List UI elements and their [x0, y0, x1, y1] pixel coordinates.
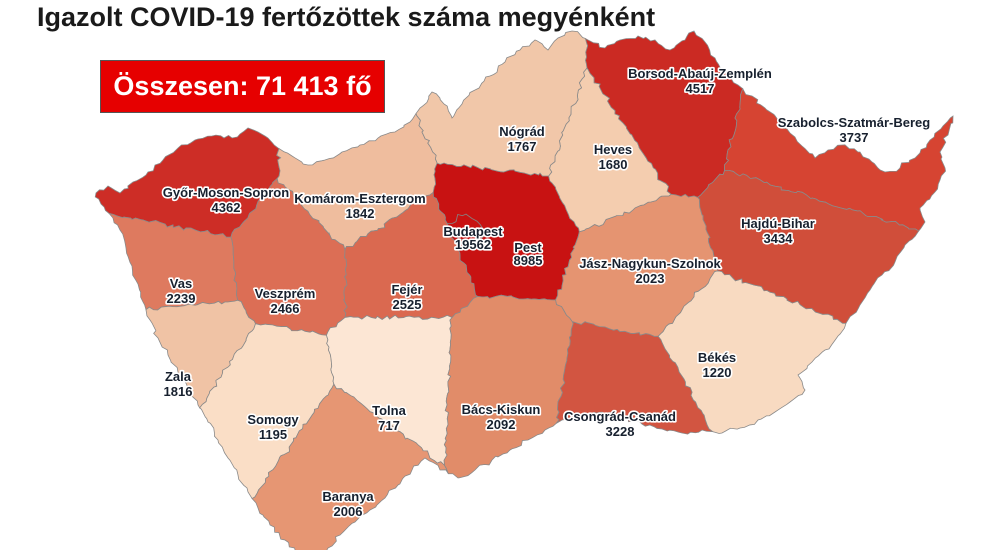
svg-text:1842: 1842	[346, 206, 375, 221]
svg-text:Veszprém: Veszprém	[255, 286, 316, 301]
svg-text:3228: 3228	[606, 424, 635, 439]
svg-text:1816: 1816	[164, 384, 193, 399]
svg-text:Győr-Moson-Sopron: Győr-Moson-Sopron	[163, 185, 289, 200]
svg-text:Szabolcs-Szatmár-Bereg: Szabolcs-Szatmár-Bereg	[778, 115, 930, 130]
svg-text:2023: 2023	[636, 271, 665, 286]
svg-text:2092: 2092	[487, 417, 516, 432]
svg-text:Komárom-Esztergom: Komárom-Esztergom	[294, 191, 425, 206]
svg-text:Baranya: Baranya	[322, 489, 374, 504]
svg-text:Bács-Kiskun: Bács-Kiskun	[462, 402, 541, 417]
svg-text:Zala: Zala	[165, 369, 192, 384]
svg-text:Hajdú-Bihar: Hajdú-Bihar	[741, 216, 815, 231]
svg-text:Békés: Békés	[698, 350, 736, 365]
svg-text:Fejér: Fejér	[391, 282, 422, 297]
svg-text:1195: 1195	[259, 427, 287, 442]
svg-text:Borsod-Abaúj-Zemplén: Borsod-Abaúj-Zemplén	[628, 66, 772, 81]
svg-text:2006: 2006	[334, 504, 363, 519]
svg-text:1220: 1220	[703, 365, 732, 380]
svg-text:8985: 8985	[514, 253, 543, 268]
svg-text:Somogy: Somogy	[247, 412, 299, 427]
svg-text:4362: 4362	[212, 200, 241, 215]
svg-text:2525: 2525	[393, 297, 422, 312]
svg-text:Heves: Heves	[594, 142, 632, 157]
svg-text:2239: 2239	[167, 291, 196, 306]
svg-text:Vas: Vas	[170, 276, 192, 291]
svg-text:3737: 3737	[840, 130, 869, 145]
svg-text:717: 717	[378, 418, 400, 433]
svg-text:19562: 19562	[455, 237, 491, 252]
svg-text:Jász-Nagykun-Szolnok: Jász-Nagykun-Szolnok	[579, 256, 721, 271]
svg-text:4517: 4517	[686, 81, 715, 96]
svg-text:1680: 1680	[599, 157, 628, 172]
svg-text:Tolna: Tolna	[372, 403, 406, 418]
svg-text:2466: 2466	[271, 301, 300, 316]
svg-text:1767: 1767	[508, 139, 537, 154]
svg-text:Nógrád: Nógrád	[499, 124, 545, 139]
svg-text:Csongrád-Csanád: Csongrád-Csanád	[564, 409, 676, 424]
svg-text:3434: 3434	[764, 231, 794, 246]
